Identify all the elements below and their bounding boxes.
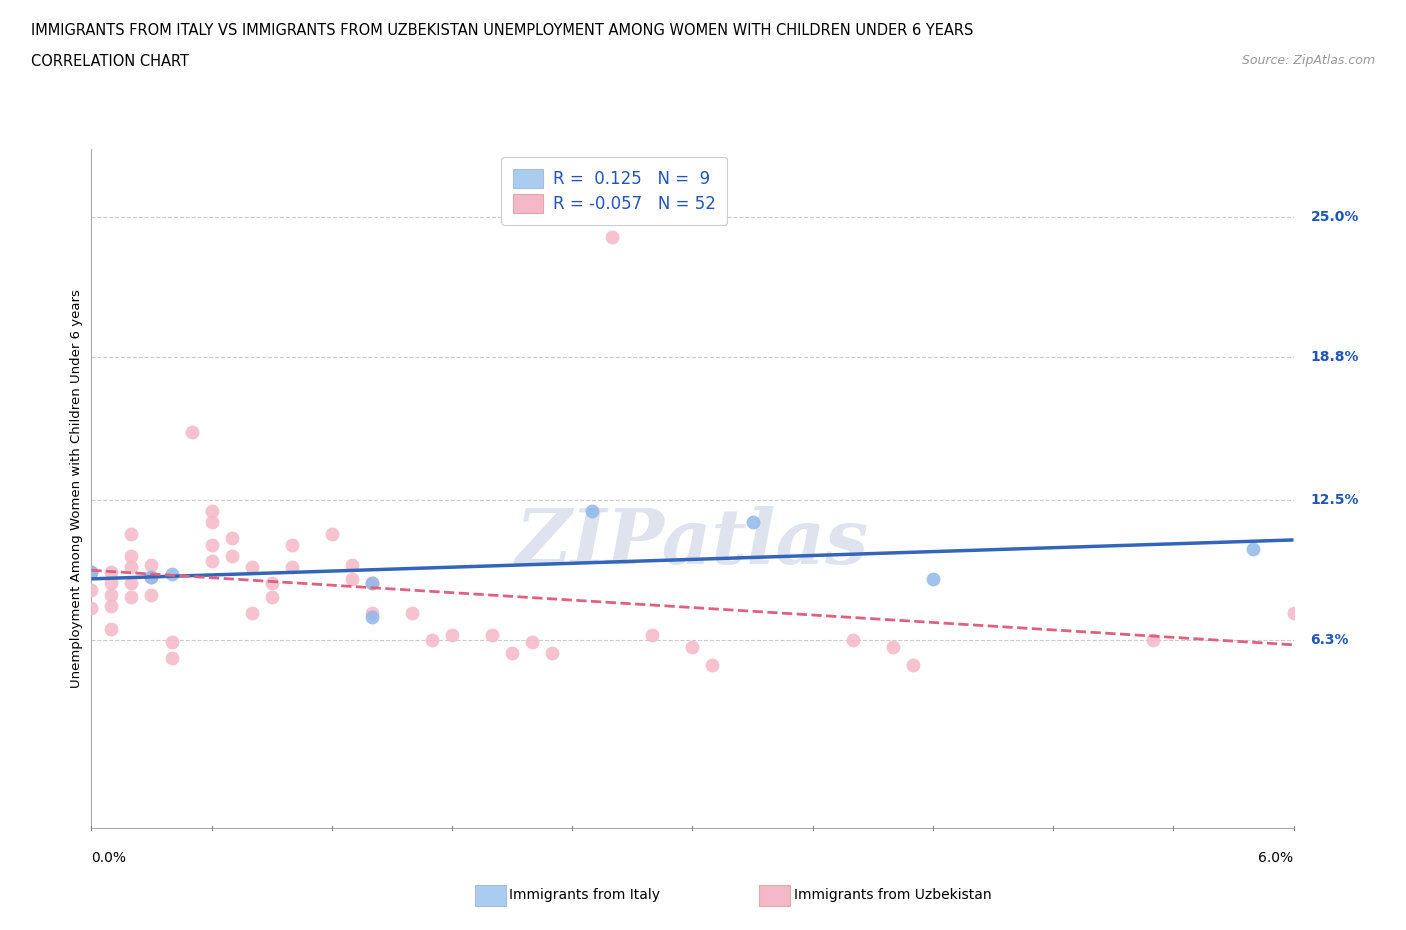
Point — [201, 553, 224, 568]
Point — [340, 571, 363, 586]
Point — [741, 515, 763, 530]
Text: 12.5%: 12.5% — [1310, 493, 1358, 507]
Point — [121, 526, 143, 541]
Point — [160, 566, 183, 581]
Text: ZIPatlas: ZIPatlas — [516, 506, 869, 579]
Point — [100, 587, 122, 602]
Point — [141, 558, 163, 573]
Text: 25.0%: 25.0% — [1310, 209, 1358, 224]
Point — [121, 576, 143, 591]
Point — [1243, 542, 1265, 557]
Y-axis label: Unemployment Among Women with Children Under 6 years: Unemployment Among Women with Children U… — [70, 289, 83, 687]
Point — [201, 515, 224, 530]
Point — [882, 639, 904, 654]
Point — [201, 503, 224, 518]
Point — [1142, 632, 1164, 647]
Point — [481, 628, 503, 643]
Text: Immigrants from Uzbekistan: Immigrants from Uzbekistan — [794, 887, 993, 902]
Text: 0.0%: 0.0% — [91, 851, 127, 865]
Point — [420, 632, 443, 647]
Point — [501, 646, 523, 661]
Point — [440, 628, 463, 643]
Point — [100, 599, 122, 614]
Point — [260, 590, 283, 604]
Point — [100, 621, 122, 636]
Text: 6.0%: 6.0% — [1258, 851, 1294, 865]
Point — [641, 628, 664, 643]
Point — [121, 590, 143, 604]
Point — [240, 605, 263, 620]
Point — [100, 576, 122, 591]
Point — [541, 646, 564, 661]
Point — [281, 538, 304, 552]
Point — [401, 605, 423, 620]
Text: 18.8%: 18.8% — [1310, 350, 1358, 364]
Point — [121, 549, 143, 564]
Point — [1282, 605, 1305, 620]
Point — [201, 538, 224, 552]
Point — [80, 565, 103, 579]
Point — [520, 634, 543, 649]
Point — [901, 658, 924, 672]
Point — [160, 634, 183, 649]
Text: 6.3%: 6.3% — [1310, 633, 1348, 647]
Point — [221, 549, 243, 564]
Point — [702, 658, 724, 672]
Point — [841, 632, 863, 647]
Point — [922, 571, 945, 586]
Point — [141, 569, 163, 584]
Text: CORRELATION CHART: CORRELATION CHART — [31, 54, 188, 69]
Point — [100, 565, 122, 579]
Point — [260, 576, 283, 591]
Point — [80, 582, 103, 598]
Point — [281, 560, 304, 575]
Point — [340, 558, 363, 573]
Point — [121, 560, 143, 575]
Point — [360, 576, 382, 591]
Point — [360, 610, 382, 625]
Legend: R =  0.125   N =  9, R = -0.057   N = 52: R = 0.125 N = 9, R = -0.057 N = 52 — [501, 157, 727, 225]
Point — [360, 605, 382, 620]
Text: Immigrants from Italy: Immigrants from Italy — [509, 887, 659, 902]
Point — [321, 526, 343, 541]
Point — [80, 601, 103, 616]
Text: Source: ZipAtlas.com: Source: ZipAtlas.com — [1241, 54, 1375, 67]
Point — [141, 587, 163, 602]
Point — [80, 565, 103, 579]
Point — [240, 560, 263, 575]
Point — [360, 576, 382, 591]
Point — [160, 651, 183, 666]
Text: IMMIGRANTS FROM ITALY VS IMMIGRANTS FROM UZBEKISTAN UNEMPLOYMENT AMONG WOMEN WIT: IMMIGRANTS FROM ITALY VS IMMIGRANTS FROM… — [31, 23, 973, 38]
Point — [602, 230, 624, 245]
Point — [581, 503, 603, 518]
Point — [681, 639, 703, 654]
Point — [180, 424, 202, 439]
Point — [221, 531, 243, 546]
Point — [141, 569, 163, 584]
